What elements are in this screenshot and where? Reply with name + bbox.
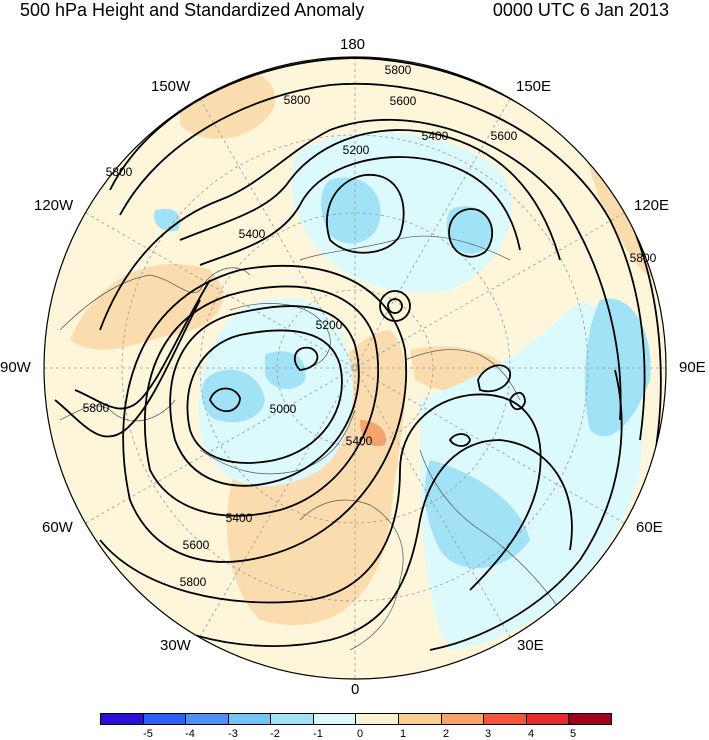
- negative-anomaly-area: [424, 460, 530, 569]
- colorbar-tick-label: 5: [569, 728, 577, 740]
- colorbar-tick-label: -4: [185, 728, 195, 740]
- contour-label: 5600: [183, 538, 210, 552]
- contour-label: 5800: [630, 251, 657, 265]
- longitude-label: 60E: [636, 519, 663, 536]
- contour-label: 5800: [106, 165, 133, 179]
- colorbar: [100, 713, 612, 725]
- contour-label: 5200: [316, 318, 343, 332]
- contour-label: 5600: [390, 94, 417, 108]
- colorbar-tick-label: 0: [356, 728, 364, 740]
- contour-label: 5800: [83, 401, 110, 415]
- colorbar-swatch: [271, 714, 314, 724]
- contour-label: 5400: [226, 511, 253, 525]
- longitude-label: 180: [340, 36, 366, 53]
- colorbar-swatch: [143, 714, 187, 724]
- colorbar-swatch: [186, 714, 229, 724]
- contour-label: 5400: [422, 129, 449, 143]
- longitude-label: 30E: [517, 637, 544, 654]
- coastlines: [59, 235, 561, 651]
- graticule: [44, 57, 666, 679]
- colorbar-tick-label: 2: [442, 728, 450, 740]
- colorbar-swatch: [441, 714, 485, 724]
- contour-label: 5400: [346, 434, 373, 448]
- contour-label: 5800: [385, 63, 412, 77]
- longitude-label: 90W: [0, 359, 31, 376]
- colorbar-tick-label: 1: [399, 728, 407, 740]
- map-boundary: [43, 56, 667, 680]
- negative-anomaly-area: [198, 298, 354, 487]
- positive-anomaly-area: [70, 263, 224, 350]
- colorbar-swatch: [484, 714, 527, 724]
- longitude-label: 150W: [151, 78, 191, 95]
- positive-anomaly-area: [226, 330, 406, 626]
- colorbar-swatch: [313, 714, 357, 724]
- longitude-label: 90E: [679, 359, 706, 376]
- colorbar-swatch: [356, 714, 400, 724]
- contour-label: 5000: [270, 402, 297, 416]
- contour-label: 5600: [491, 129, 518, 143]
- longitude-label: 30W: [160, 637, 191, 654]
- negative-anomaly-area: [291, 132, 512, 293]
- map-title: 500 hPa Height and Standardized Anomaly: [20, 0, 365, 20]
- longitude-label: 0: [351, 681, 360, 698]
- colorbar-swatch: [399, 714, 442, 724]
- colorbar-swatch: [526, 714, 570, 724]
- longitude-label: 120E: [634, 197, 670, 214]
- colorbar-swatch: [569, 714, 611, 724]
- contour-label: 5200: [343, 143, 370, 157]
- longitude-label: 60W: [42, 519, 73, 536]
- colorbar-tick-label: 3: [484, 728, 492, 740]
- map-timestamp: 0000 UTC 6 Jan 2013: [492, 0, 669, 20]
- colorbar-tick-label: 4: [527, 728, 535, 740]
- negative-anomaly-area: [446, 206, 492, 254]
- longitude-label: 120W: [34, 197, 74, 214]
- colorbar-tick-label: -5: [143, 728, 153, 740]
- colorbar-swatch: [101, 714, 144, 724]
- colorbar-tick-label: -2: [270, 728, 280, 740]
- negative-anomaly-area: [584, 298, 651, 437]
- colorbar-tick-label: -1: [313, 728, 323, 740]
- longitude-label: 150E: [516, 78, 552, 95]
- contour-label: 5800: [180, 575, 207, 589]
- colorbar-swatch: [228, 714, 272, 724]
- colorbar-tick-label: -3: [228, 728, 238, 740]
- contour-label: 5400: [239, 227, 266, 241]
- contour-label-group: 5800 5800 5800 5800 5600 5600 5400 5400 …: [83, 63, 657, 589]
- contour-label: 5800: [284, 93, 311, 107]
